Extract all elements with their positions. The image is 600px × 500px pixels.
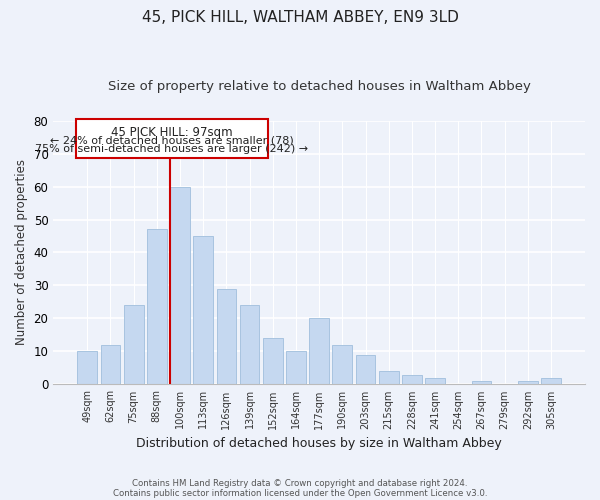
Title: Size of property relative to detached houses in Waltham Abbey: Size of property relative to detached ho… xyxy=(108,80,530,93)
Bar xyxy=(124,306,143,384)
Bar xyxy=(286,352,306,384)
Bar xyxy=(240,306,259,384)
Text: 45 PICK HILL: 97sqm: 45 PICK HILL: 97sqm xyxy=(111,126,233,140)
Bar xyxy=(77,352,97,384)
Bar xyxy=(101,345,121,385)
Bar xyxy=(193,236,213,384)
Text: ← 24% of detached houses are smaller (78): ← 24% of detached houses are smaller (78… xyxy=(50,136,294,145)
Text: 75% of semi-detached houses are larger (242) →: 75% of semi-detached houses are larger (… xyxy=(35,144,308,154)
Bar xyxy=(263,338,283,384)
Bar xyxy=(332,345,352,385)
Bar xyxy=(518,381,538,384)
FancyBboxPatch shape xyxy=(76,119,268,158)
Text: Contains HM Land Registry data © Crown copyright and database right 2024.: Contains HM Land Registry data © Crown c… xyxy=(132,478,468,488)
Text: 45, PICK HILL, WALTHAM ABBEY, EN9 3LD: 45, PICK HILL, WALTHAM ABBEY, EN9 3LD xyxy=(142,10,458,25)
Bar xyxy=(402,374,422,384)
Bar xyxy=(425,378,445,384)
Bar xyxy=(309,318,329,384)
Bar xyxy=(217,289,236,384)
Bar xyxy=(170,186,190,384)
Bar xyxy=(472,381,491,384)
Bar xyxy=(147,230,167,384)
Bar xyxy=(541,378,561,384)
Y-axis label: Number of detached properties: Number of detached properties xyxy=(15,160,28,346)
Text: Contains public sector information licensed under the Open Government Licence v3: Contains public sector information licen… xyxy=(113,488,487,498)
Bar xyxy=(379,371,398,384)
X-axis label: Distribution of detached houses by size in Waltham Abbey: Distribution of detached houses by size … xyxy=(136,437,502,450)
Bar xyxy=(356,354,376,384)
